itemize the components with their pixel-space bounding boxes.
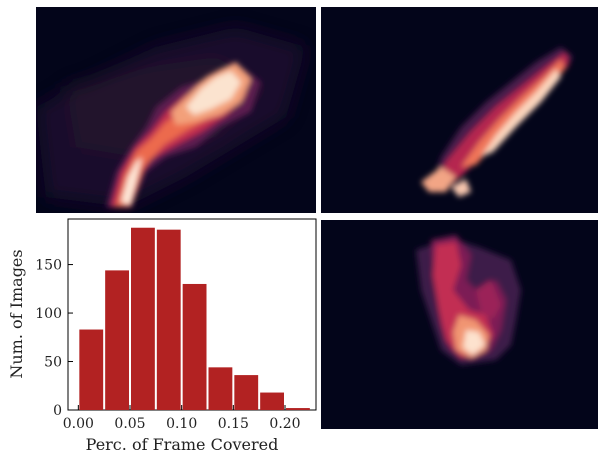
histogram-bar-4: [182, 283, 207, 410]
heatmap-bottom-right: [321, 220, 598, 429]
heatmap-top-right: [321, 7, 598, 213]
x-tick-label-0: 0.00: [63, 416, 94, 432]
y-tick-label-0: 0: [53, 403, 62, 419]
x-axis-label: Perc. of Frame Covered: [86, 435, 279, 454]
x-tick-label-4: 0.20: [269, 416, 300, 432]
histogram-bar-5: [208, 367, 233, 410]
histogram-chart: 0 50 100 150 0.00 0.05 0.10 0.15 0.20 Perc. of …: [7, 218, 317, 454]
histogram-bar-2: [131, 227, 155, 410]
x-tick-label-1: 0.05: [114, 416, 145, 432]
histogram-bar-0: [79, 329, 104, 410]
heatmap-top-left: [36, 7, 316, 213]
histogram-bar-6: [234, 375, 259, 410]
x-tick-label-3: 0.15: [218, 416, 249, 432]
histogram-bar-8: [286, 408, 310, 410]
y-tick-label-1: 50: [44, 355, 62, 371]
histogram-bar-7: [260, 392, 284, 410]
y-tick-label-3: 150: [35, 258, 62, 274]
histogram-bar-3: [156, 229, 181, 410]
y-tick-label-2: 100: [35, 306, 62, 322]
y-axis-label: Num. of Images: [7, 249, 26, 378]
x-tick-label-2: 0.10: [166, 416, 197, 432]
histogram-bar-1: [105, 270, 129, 410]
